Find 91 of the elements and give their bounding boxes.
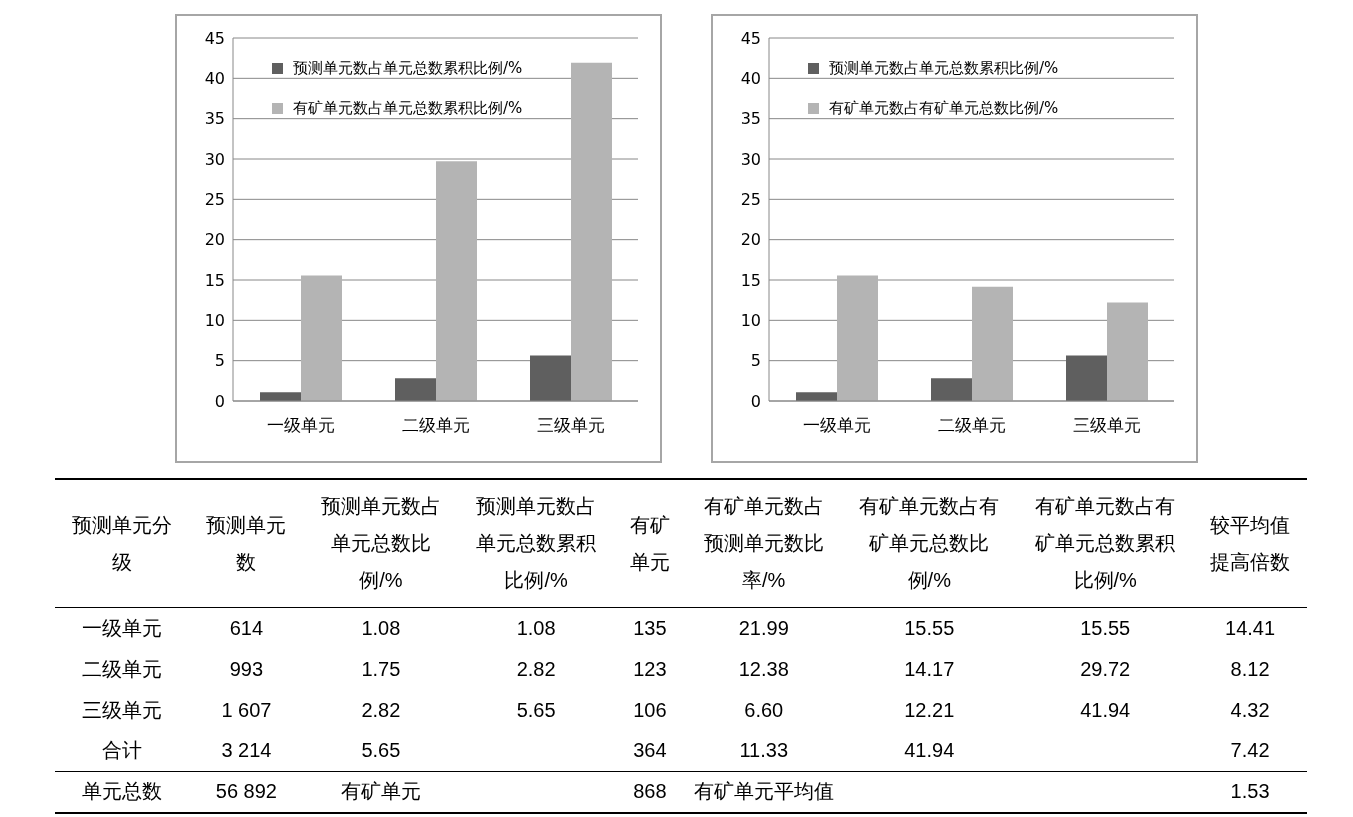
text: 1.53 (1230, 780, 1270, 803)
bar (530, 355, 571, 401)
category-label: 一级单元 (82, 616, 163, 639)
text: 14.41 (1225, 616, 1276, 639)
text: 41.94 (904, 739, 955, 762)
y-tick-label: 25 (740, 190, 761, 210)
y-tick-label: 45 (740, 28, 761, 48)
y-tick-label: 40 (740, 69, 761, 89)
y-tick-label: 30 (740, 149, 761, 169)
text: 5.65 (516, 698, 556, 721)
text: 21.99 (738, 616, 789, 639)
category-label: 三级单元 (82, 698, 163, 721)
bar (395, 378, 436, 401)
category-label: 有矿单元 (628, 512, 671, 575)
category-label: 预测单元数占单元总数比例/% (319, 494, 442, 593)
text: 8.12 (1230, 657, 1270, 680)
text: 1.08 (516, 616, 556, 639)
category-label: 合计 (102, 739, 143, 762)
y-tick-label: 10 (204, 311, 225, 331)
text: 15.55 (904, 616, 955, 639)
text: 14.17 (904, 657, 955, 680)
text: 56 892 (215, 780, 277, 803)
y-tick-label: 5 (750, 351, 761, 371)
text: 5.65 (361, 739, 401, 762)
y-tick-label: 20 (204, 230, 225, 250)
x-tick-label: 二级单元 (937, 415, 1006, 436)
text: 7.42 (1230, 739, 1270, 762)
text: 364 (633, 739, 667, 762)
text: 135 (633, 616, 667, 639)
y-tick-label: 15 (204, 270, 225, 290)
text: 2.82 (516, 657, 556, 680)
text: 11.33 (739, 739, 789, 762)
category-label: 单元总数 (82, 780, 163, 803)
legend-label: 预测单元数占单元总数累积比例/% (293, 58, 523, 78)
legend-label: 有矿单元数占有矿单元总数比例/% (829, 98, 1059, 118)
category-label: 有矿单元数占有矿单元总数累积比例/% (1034, 494, 1177, 593)
text: 6.60 (744, 698, 784, 721)
y-tick-label: 30 (204, 149, 225, 169)
y-tick-label: 35 (740, 109, 761, 129)
text: 有矿单元 (340, 780, 421, 803)
bar (571, 62, 612, 401)
y-tick-label: 5 (214, 351, 225, 371)
text: 614 (229, 616, 264, 639)
x-tick-label: 三级单元 (1072, 415, 1141, 436)
legend-label: 预测单元数占单元总数累积比例/% (829, 58, 1059, 78)
text: 123 (633, 657, 667, 680)
text: 868 (633, 780, 667, 803)
text: 3 214 (221, 739, 272, 762)
category-label: 预测单元数占单元总数累积比例/% (475, 494, 598, 593)
text: 12.38 (738, 657, 789, 680)
bar (1066, 355, 1107, 401)
y-tick-label: 0 (214, 391, 225, 411)
text: 有矿单元平均值 (693, 780, 834, 803)
bar (837, 275, 878, 401)
x-tick-label: 二级单元 (401, 415, 470, 436)
text: 4.32 (1230, 698, 1270, 721)
bar (301, 275, 342, 401)
bar (1107, 302, 1148, 401)
text: 1.75 (361, 657, 401, 680)
text: 993 (229, 657, 264, 680)
bar (931, 378, 972, 401)
y-tick-label: 35 (204, 109, 225, 129)
x-tick-label: 一级单元 (802, 415, 871, 436)
text: 1.08 (361, 616, 401, 639)
x-tick-label: 三级单元 (536, 415, 605, 436)
y-tick-label: 15 (740, 270, 761, 290)
bar (260, 392, 301, 401)
category-label: 有矿单元数占有矿单元总数比例/% (858, 494, 1001, 593)
bar (796, 392, 837, 401)
category-label: 预测单元分级 (71, 512, 174, 575)
y-tick-label: 20 (740, 230, 761, 250)
text: 2.82 (361, 698, 401, 721)
bar (972, 286, 1013, 401)
y-tick-label: 45 (204, 28, 225, 48)
text: 15.55 (1080, 616, 1131, 639)
legend-label: 有矿单元数占单元总数累积比例/% (293, 98, 523, 118)
y-tick-label: 0 (750, 391, 761, 411)
text: 41.94 (1080, 698, 1131, 721)
text: 29.72 (1080, 657, 1131, 680)
y-tick-label: 10 (740, 311, 761, 331)
category-label: 预测单元数 (205, 512, 288, 575)
category-label: 有矿单元数占预测单元数比率/% (702, 494, 825, 593)
text: 1 607 (221, 698, 272, 721)
x-tick-label: 一级单元 (266, 415, 335, 436)
y-tick-label: 40 (204, 69, 225, 89)
text: 12.21 (904, 698, 955, 721)
bar (436, 161, 477, 401)
category-label: 二级单元 (82, 657, 163, 680)
category-label: 较平均值提高倍数 (1209, 512, 1292, 575)
y-tick-label: 25 (204, 190, 225, 210)
text: 106 (633, 698, 667, 721)
